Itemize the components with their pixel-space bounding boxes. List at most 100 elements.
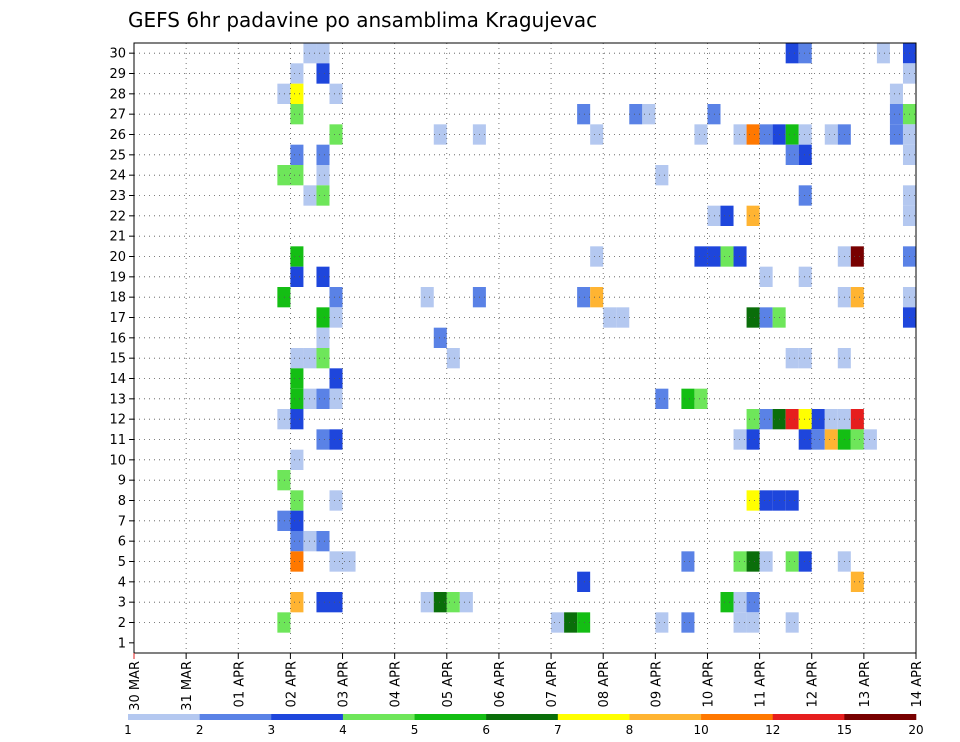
heatmap-cell <box>746 490 760 511</box>
heatmap-cell <box>459 592 473 613</box>
legend-swatch <box>414 714 487 720</box>
heatmap-cell <box>277 83 291 104</box>
x-tick-label: 04 APR <box>389 661 404 707</box>
heatmap-cell <box>746 409 760 430</box>
y-tick-label: 4 <box>118 575 126 590</box>
legend-label: 8 <box>626 723 634 737</box>
heatmap-cell <box>694 124 708 145</box>
y-tick-label: 5 <box>118 555 126 570</box>
heatmap-cell <box>681 551 695 572</box>
x-tick-label: 30 MAR <box>128 661 143 711</box>
heatmap-cell <box>616 307 630 328</box>
heatmap-cell <box>798 144 812 165</box>
heatmap-cell <box>759 307 773 328</box>
heatmap-cell <box>850 246 864 267</box>
legend-swatch <box>629 714 702 720</box>
y-tick-label: 1 <box>118 636 126 651</box>
heatmap-cell <box>707 104 721 125</box>
x-tick-label: 10 APR <box>701 661 716 707</box>
heatmap-cell <box>707 246 721 267</box>
heatmap-cell <box>759 266 773 287</box>
heatmap-cell <box>277 409 291 430</box>
heatmap-cell <box>733 246 747 267</box>
heatmap-cell <box>746 429 760 450</box>
y-tick-label: 10 <box>109 453 126 468</box>
legend-swatch <box>701 714 774 720</box>
heatmap-cell <box>290 449 304 470</box>
heatmap-cell <box>577 571 591 592</box>
heatmap-cell <box>681 612 695 633</box>
heatmap-cell <box>785 612 799 633</box>
y-tick-label: 11 <box>109 433 126 448</box>
y-tick-label: 20 <box>109 250 126 265</box>
heatmap-cell <box>720 246 734 267</box>
x-tick-label: 14 APR <box>910 661 925 707</box>
heatmap-cell <box>746 307 760 328</box>
heatmap-cell <box>329 287 343 308</box>
heatmap-cell <box>329 83 343 104</box>
heatmap-cell <box>316 266 330 287</box>
chart-title: GEFS 6hr padavine po ansamblima Kragujev… <box>128 8 597 32</box>
heatmap-cell <box>759 490 773 511</box>
heatmap-cell <box>329 592 343 613</box>
legend-swatch <box>342 714 415 720</box>
legend-swatch <box>199 714 272 720</box>
legend-swatch <box>844 714 917 720</box>
heatmap-cell <box>316 348 330 369</box>
heatmap-cell <box>329 388 343 409</box>
x-tick-label: 08 APR <box>597 661 612 707</box>
heatmap-cell <box>290 409 304 430</box>
x-tick-label: 01 APR <box>232 661 247 707</box>
heatmap-cell <box>290 348 304 369</box>
heatmap-cell <box>290 246 304 267</box>
heatmap-cell <box>785 124 799 145</box>
heatmap-cell <box>577 612 591 633</box>
heatmap-cell <box>420 287 434 308</box>
x-tick-label: 07 APR <box>545 661 560 707</box>
heatmap-cell <box>785 490 799 511</box>
heatmap-cell <box>290 531 304 552</box>
y-tick-label: 2 <box>118 616 126 631</box>
heatmap-cell <box>824 429 838 450</box>
heatmap-cell <box>798 409 812 430</box>
heatmap-cell <box>720 205 734 226</box>
x-tick-label: 12 APR <box>806 661 821 707</box>
heatmap-cell <box>785 409 799 430</box>
legend-swatch <box>486 714 559 720</box>
y-tick-label: 15 <box>109 352 126 367</box>
heatmap-cell <box>759 551 773 572</box>
legend-label: 10 <box>693 723 708 737</box>
y-tick-label: 9 <box>118 474 126 489</box>
x-axis-ticks: 30 MAR 31 MAR 01 APR 02 APR 03 APR 04 APR 05 A… <box>128 653 925 711</box>
grid-lines <box>134 43 916 653</box>
y-tick-label: 16 <box>109 331 126 346</box>
legend-swatch <box>271 714 344 720</box>
heatmap-cell <box>798 429 812 450</box>
heatmap-cell <box>850 409 864 430</box>
heatmap-cell <box>290 490 304 511</box>
plot-frame <box>133 42 917 654</box>
heatmap-cell <box>316 165 330 186</box>
heatmap-cell <box>889 83 903 104</box>
heatmap-cell <box>681 388 695 409</box>
y-tick-label: 22 <box>109 209 126 224</box>
x-tick-label: 13 APR <box>858 661 873 707</box>
heatmap-cell <box>277 165 291 186</box>
heatmap-cell <box>329 368 343 389</box>
heatmap-cell <box>746 592 760 613</box>
legend-label: 15 <box>837 723 852 737</box>
heatmap-cell <box>590 124 604 145</box>
heatmap-cell <box>655 165 669 186</box>
legend-swatch <box>557 714 630 720</box>
heatmap-cell <box>290 83 304 104</box>
heatmap-cell <box>590 246 604 267</box>
heatmap-cell <box>290 510 304 531</box>
heatmap-cell <box>759 409 773 430</box>
heatmap-cell <box>733 592 747 613</box>
heatmap-cell <box>316 592 330 613</box>
heatmap-cell <box>733 551 747 572</box>
y-tick-label: 13 <box>109 392 126 407</box>
legend-label: 1 <box>124 723 132 737</box>
heatmap-cell <box>889 124 903 145</box>
